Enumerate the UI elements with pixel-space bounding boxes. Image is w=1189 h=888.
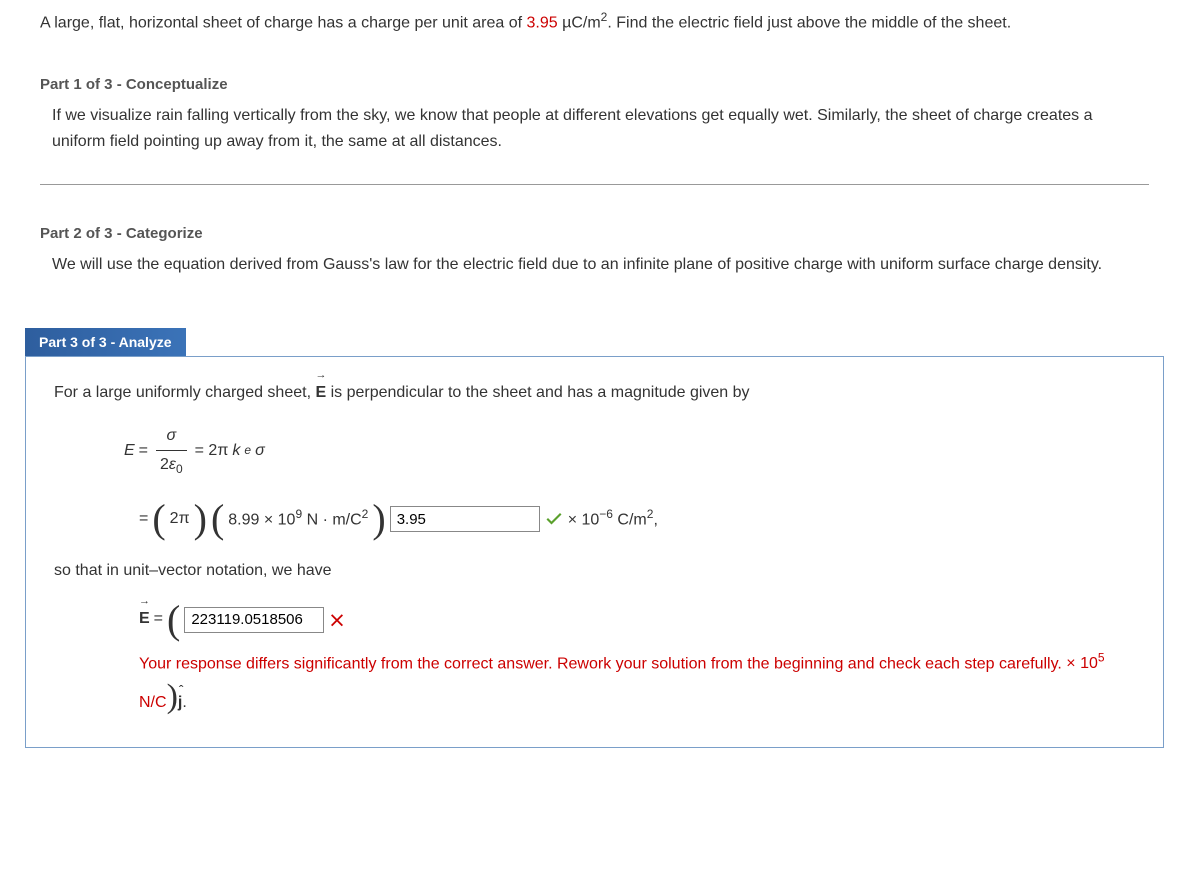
charge-unit: µC/m (558, 14, 601, 31)
divider (40, 184, 1149, 185)
rparen-3: ) (167, 678, 178, 715)
answer-input-2[interactable] (184, 607, 324, 633)
part3-tab: Part 3 of 3 - Analyze (25, 328, 186, 356)
fraction-sigma-over-2eps0: σ 2ε0 (156, 422, 187, 482)
mid-text: so that in unit–vector notation, we have (54, 557, 1135, 586)
sigma-num: σ (163, 422, 181, 451)
sym-k-sub: e (244, 440, 251, 462)
question-prefix: A large, flat, horizontal sheet of charg… (40, 14, 527, 31)
question-suffix: . Find the electric field just above the… (607, 14, 1011, 31)
eq2-equals: = (139, 505, 148, 534)
e-vector-symbol-2: E (139, 605, 150, 634)
charge-value: 3.95 (527, 14, 558, 31)
check-icon (544, 505, 564, 534)
sym-k: k (232, 437, 240, 466)
part1-heading: Part 1 of 3 - Conceptualize (40, 76, 1149, 93)
lparen-1: ( (152, 499, 165, 539)
eq3-equals: = (154, 605, 163, 634)
den-2eps0: 2ε0 (156, 450, 187, 481)
e-vector-symbol: E (315, 379, 326, 408)
coulomb-constant: 8.99 × 109 N · m/C2 (228, 504, 368, 535)
cross-icon (328, 605, 346, 634)
part3-box: For a large uniformly charged sheet, E i… (25, 356, 1164, 749)
j-hat: j (178, 689, 182, 716)
eq-sign-1: = (139, 437, 148, 466)
part2-heading: Part 2 of 3 - Categorize (40, 225, 1149, 242)
part2-body: We will use the equation derived from Ga… (40, 252, 1149, 278)
feedback-msg: Your response differs significantly from… (139, 655, 1062, 672)
answer-input-1[interactable] (390, 506, 540, 532)
eq2-tail: × 10−6 C/m2, (568, 504, 658, 535)
two-pi: 2π (170, 505, 190, 534)
equation-2: = ( 2π )( 8.99 × 109 N · m/C2 ) × 10−6 C… (139, 499, 1135, 539)
eq-sign-2: = 2π (195, 437, 229, 466)
intro-prefix: For a large uniformly charged sheet, (54, 384, 315, 401)
intro-suffix: is perpendicular to the sheet and has a … (326, 384, 749, 401)
part1-body: If we visualize rain falling vertically … (40, 103, 1149, 154)
sym-E: E (124, 437, 135, 466)
equation-3: E = ( (139, 600, 1135, 640)
sym-sigma2: σ (255, 437, 265, 466)
equation-1: E = σ 2ε0 = 2πkeσ (124, 422, 1135, 482)
question-text: A large, flat, horizontal sheet of charg… (40, 0, 1149, 36)
lparen-2: ( (211, 499, 224, 539)
part3-intro: For a large uniformly charged sheet, E i… (54, 379, 1135, 408)
rparen-1: ) (194, 499, 207, 539)
rparen-2: ) (372, 499, 385, 539)
lparen-3: ( (167, 600, 180, 640)
feedback-text: Your response differs significantly from… (139, 648, 1135, 718)
